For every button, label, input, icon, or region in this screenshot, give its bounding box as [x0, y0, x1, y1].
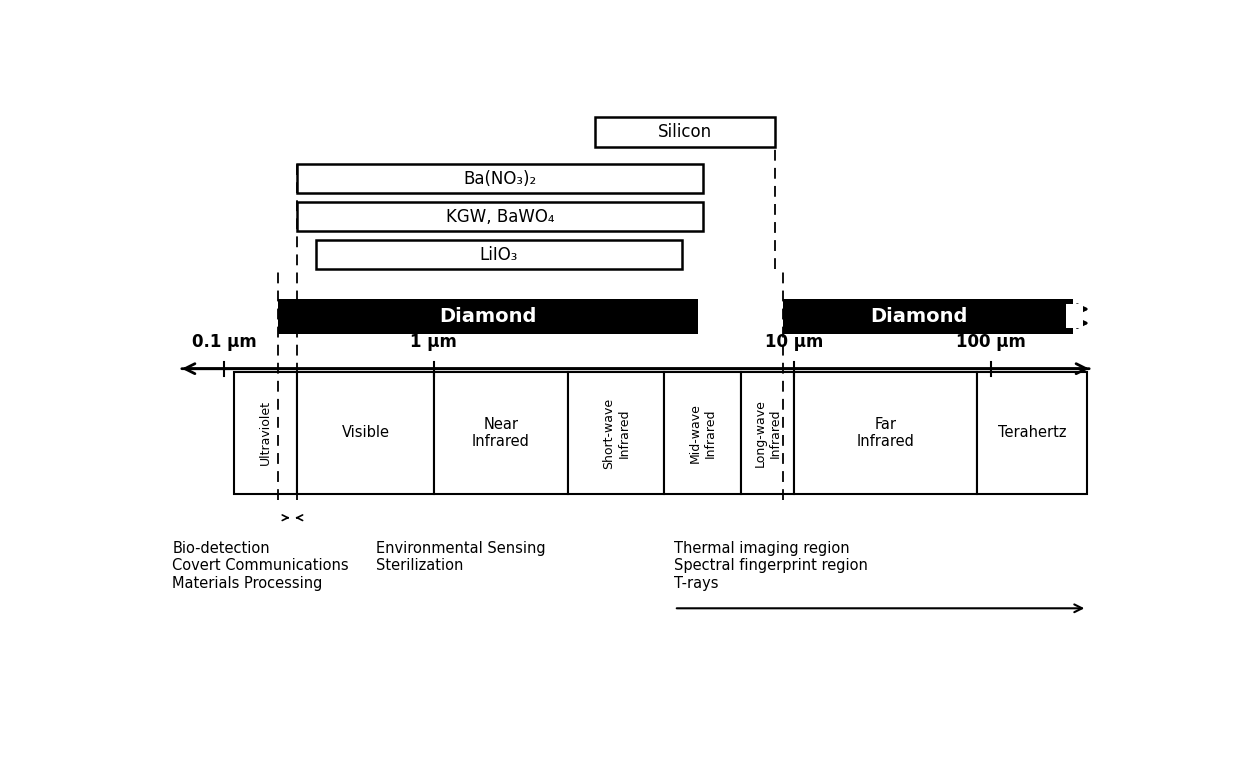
- Text: 10 μm: 10 μm: [765, 333, 823, 351]
- Bar: [278, 298, 698, 334]
- Bar: [665, 372, 742, 494]
- Text: Diamond: Diamond: [439, 307, 537, 326]
- Bar: [977, 372, 1087, 494]
- Bar: [742, 372, 794, 494]
- Text: Ba(NO₃)₂: Ba(NO₃)₂: [464, 170, 537, 187]
- Text: Short-wave
Infrared: Short-wave Infrared: [603, 398, 630, 468]
- Bar: [298, 164, 703, 194]
- Text: Diamond: Diamond: [870, 307, 967, 326]
- Bar: [298, 372, 434, 494]
- Text: KGW, BaWO₄: KGW, BaWO₄: [445, 208, 554, 225]
- Bar: [434, 372, 568, 494]
- Bar: [782, 298, 1073, 334]
- Text: Near
Infrared: Near Infrared: [472, 417, 529, 449]
- Bar: [794, 372, 977, 494]
- Bar: [568, 372, 665, 494]
- Text: Far
Infrared: Far Infrared: [857, 417, 914, 449]
- Bar: [1066, 304, 1083, 329]
- Text: Silicon: Silicon: [658, 123, 712, 141]
- Text: 0.1 μm: 0.1 μm: [192, 333, 257, 351]
- Text: LiIO₃: LiIO₃: [480, 246, 518, 263]
- Text: Environmental Sensing
Sterilization: Environmental Sensing Sterilization: [376, 541, 546, 574]
- Text: Terahertz: Terahertz: [998, 426, 1066, 440]
- Bar: [298, 202, 703, 231]
- Text: 100 μm: 100 μm: [956, 333, 1025, 351]
- Bar: [234, 372, 298, 494]
- Text: Ultraviolet: Ultraviolet: [259, 401, 272, 465]
- Text: Long-wave
Infrared: Long-wave Infrared: [754, 399, 781, 467]
- Text: 1 μm: 1 μm: [410, 333, 458, 351]
- Bar: [595, 118, 775, 146]
- Text: Visible: Visible: [341, 426, 389, 440]
- Text: Mid-wave
Infrared: Mid-wave Infrared: [688, 403, 717, 463]
- Bar: [316, 240, 682, 269]
- Text: Thermal imaging region
Spectral fingerprint region
T-rays: Thermal imaging region Spectral fingerpr…: [675, 541, 868, 591]
- Text: Bio-detection
Covert Communications
Materials Processing: Bio-detection Covert Communications Mate…: [172, 541, 348, 591]
